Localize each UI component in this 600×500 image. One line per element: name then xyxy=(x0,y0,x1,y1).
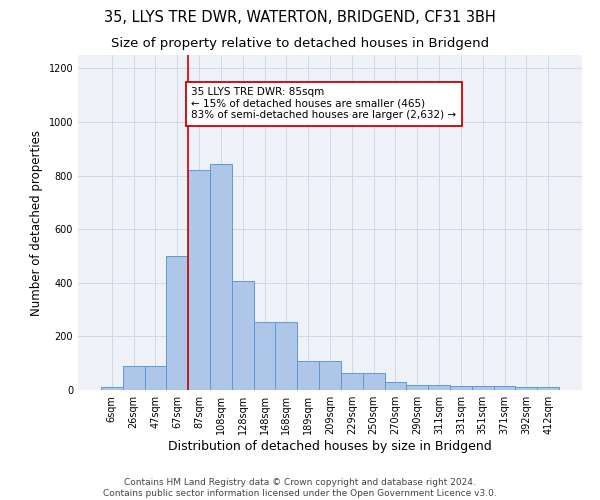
Bar xyxy=(363,372,385,390)
Bar xyxy=(297,360,319,390)
Bar xyxy=(166,256,188,390)
X-axis label: Distribution of detached houses by size in Bridgend: Distribution of detached houses by size … xyxy=(168,440,492,453)
Text: Contains HM Land Registry data © Crown copyright and database right 2024.
Contai: Contains HM Land Registry data © Crown c… xyxy=(103,478,497,498)
Bar xyxy=(537,388,559,390)
Y-axis label: Number of detached properties: Number of detached properties xyxy=(30,130,43,316)
Bar xyxy=(385,382,406,390)
Bar xyxy=(210,164,232,390)
Bar xyxy=(101,388,123,390)
Bar xyxy=(406,384,428,390)
Bar xyxy=(275,322,297,390)
Bar xyxy=(145,366,166,390)
Bar xyxy=(341,372,363,390)
Bar xyxy=(515,388,537,390)
Bar xyxy=(428,384,450,390)
Text: Size of property relative to detached houses in Bridgend: Size of property relative to detached ho… xyxy=(111,38,489,51)
Bar xyxy=(254,322,275,390)
Bar xyxy=(319,360,341,390)
Bar xyxy=(472,386,494,390)
Text: 35 LLYS TRE DWR: 85sqm
← 15% of detached houses are smaller (465)
83% of semi-de: 35 LLYS TRE DWR: 85sqm ← 15% of detached… xyxy=(191,87,457,120)
Bar xyxy=(232,282,254,390)
Text: 35, LLYS TRE DWR, WATERTON, BRIDGEND, CF31 3BH: 35, LLYS TRE DWR, WATERTON, BRIDGEND, CF… xyxy=(104,10,496,25)
Bar xyxy=(450,386,472,390)
Bar xyxy=(494,386,515,390)
Bar xyxy=(123,366,145,390)
Bar xyxy=(188,170,210,390)
